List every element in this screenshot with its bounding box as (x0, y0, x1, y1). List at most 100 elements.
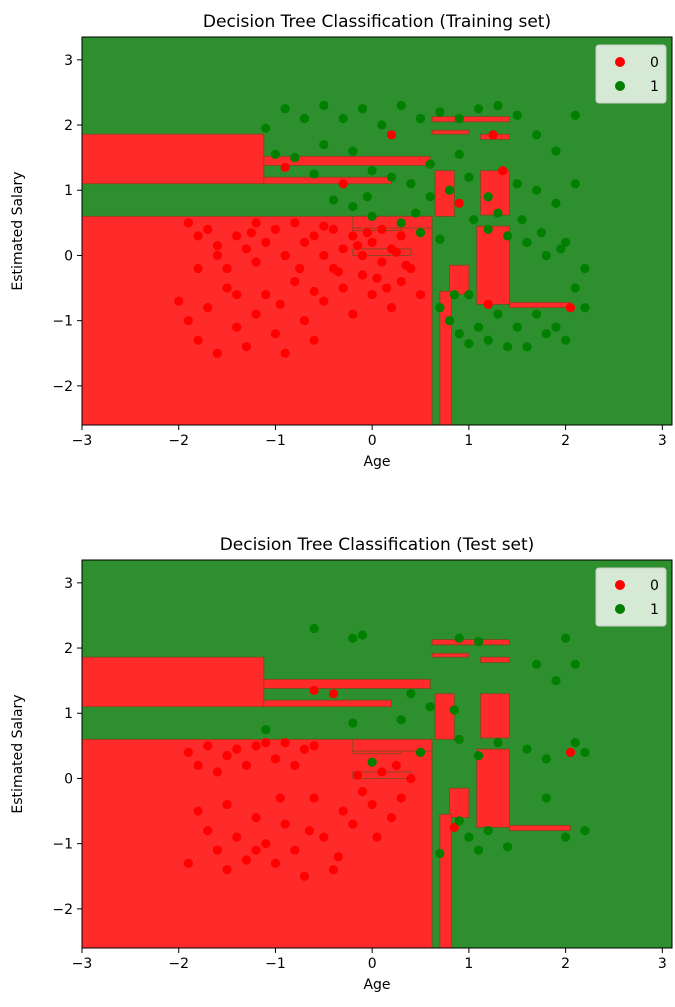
point-class-0 (203, 826, 213, 836)
x-tick-label: 3 (658, 433, 667, 449)
region-class-0 (480, 656, 510, 663)
point-class-0 (193, 760, 203, 771)
point-class-0 (183, 858, 193, 868)
point-class-0 (396, 231, 406, 241)
point-class-0 (309, 286, 319, 296)
point-class-1 (512, 110, 522, 120)
point-class-1 (502, 231, 513, 241)
point-class-0 (338, 283, 348, 293)
point-class-0 (290, 218, 300, 228)
point-class-0 (222, 751, 232, 761)
point-class-1 (411, 208, 421, 218)
y-tick-label: 0 (64, 771, 73, 787)
point-class-1 (309, 623, 319, 634)
point-class-1 (377, 120, 387, 130)
point-class-0 (406, 773, 416, 784)
point-class-1 (551, 198, 561, 208)
point-class-0 (299, 237, 310, 248)
point-class-1 (386, 172, 397, 182)
point-class-0 (454, 198, 464, 208)
point-class-0 (319, 250, 329, 261)
point-class-1 (570, 737, 580, 748)
point-class-1 (415, 228, 426, 238)
point-class-1 (309, 169, 319, 179)
x-tick-label: −1 (265, 956, 286, 972)
point-class-0 (372, 832, 382, 842)
point-class-0 (270, 858, 281, 868)
point-class-1 (454, 816, 464, 826)
legend-label-0: 0 (650, 55, 659, 71)
point-class-1 (473, 322, 484, 332)
point-class-0 (232, 231, 242, 241)
point-class-0 (357, 786, 368, 797)
point-class-0 (251, 845, 261, 855)
point-class-0 (261, 737, 271, 748)
point-class-0 (251, 812, 261, 823)
point-class-0 (401, 260, 411, 270)
region-class-0 (263, 176, 392, 185)
region-class-0 (82, 215, 433, 425)
point-class-0 (309, 231, 319, 241)
point-class-0 (280, 250, 290, 261)
point-class-0 (280, 737, 290, 748)
point-class-0 (309, 793, 319, 803)
y-tick-label: 2 (64, 118, 73, 134)
point-class-0 (357, 250, 368, 261)
chart-title: Decision Tree Classification (Test set) (220, 535, 535, 555)
point-class-1 (367, 166, 377, 176)
point-class-1 (425, 192, 435, 202)
point-class-1 (473, 636, 484, 647)
point-class-1 (357, 104, 368, 114)
point-class-1 (454, 633, 464, 643)
point-class-0 (193, 806, 203, 816)
point-class-1 (454, 329, 464, 339)
legend-box (595, 567, 667, 627)
point-class-1 (512, 179, 522, 189)
y-tick-label: −1 (52, 837, 73, 853)
x-axis-label: Age (363, 977, 390, 993)
point-class-1 (561, 335, 571, 345)
point-class-1 (319, 100, 329, 111)
point-class-1 (561, 832, 571, 842)
point-class-1 (561, 633, 571, 643)
region-class-0 (439, 290, 452, 425)
point-class-0 (377, 767, 387, 777)
point-class-0 (270, 224, 281, 234)
point-class-1 (502, 842, 513, 852)
point-class-1 (290, 153, 300, 163)
point-class-0 (193, 263, 203, 274)
region-class-0 (434, 170, 455, 217)
point-class-1 (531, 309, 542, 319)
point-class-1 (261, 724, 271, 735)
point-class-1 (348, 633, 358, 643)
point-class-1 (357, 630, 368, 640)
point-class-1 (541, 329, 551, 339)
point-class-1 (493, 309, 503, 319)
region-class-0 (509, 825, 571, 832)
point-class-1 (464, 172, 474, 182)
region-class-0 (431, 652, 470, 658)
point-class-0 (362, 228, 372, 238)
point-class-0 (396, 276, 406, 287)
point-class-0 (386, 812, 397, 823)
point-class-1 (512, 322, 522, 332)
point-class-1 (406, 689, 416, 699)
x-tick-label: 1 (464, 956, 473, 972)
axes-frame (81, 36, 673, 426)
x-tick-label: 2 (561, 956, 570, 972)
point-class-1 (531, 185, 542, 195)
point-class-0 (212, 241, 223, 251)
point-class-0 (396, 793, 406, 803)
point-class-0 (275, 299, 285, 309)
point-class-0 (222, 799, 232, 810)
legend-marker-0 (615, 580, 625, 590)
point-class-1 (522, 342, 532, 352)
point-class-0 (241, 855, 252, 865)
point-class-0 (290, 845, 300, 855)
series-0 (174, 130, 576, 358)
point-class-1 (449, 289, 459, 300)
legend-marker-0 (615, 57, 625, 67)
point-class-1 (464, 832, 474, 842)
point-class-0 (232, 832, 242, 842)
